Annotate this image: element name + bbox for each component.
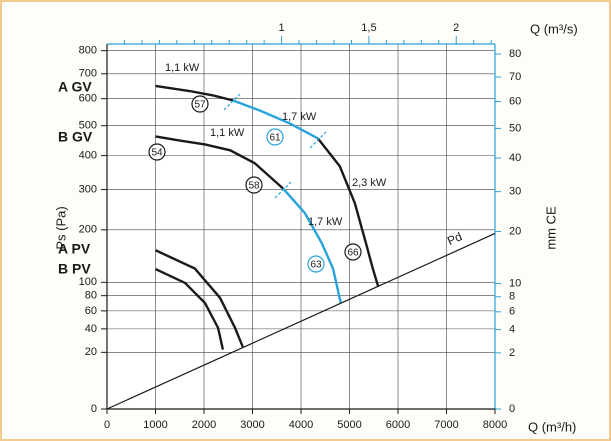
point-label: 57 xyxy=(194,100,206,111)
x2-tick-label: 1,5 xyxy=(361,22,376,34)
x-tick-label: 8000 xyxy=(483,419,507,431)
curve-label: B GV xyxy=(58,129,93,145)
point-circle xyxy=(307,255,325,273)
point-label: 54 xyxy=(151,148,163,159)
x2-axis-label: Q (m³/s) xyxy=(530,21,578,36)
y2-tick-label: 40 xyxy=(509,152,521,164)
x-tick-label: 2000 xyxy=(192,419,216,431)
curve-label: A PV xyxy=(58,241,91,257)
junction-dash xyxy=(223,93,241,111)
y2-tick-label: 2 xyxy=(509,347,515,359)
y2-tick-label: 8 xyxy=(509,291,515,303)
curve xyxy=(232,99,319,140)
y-tick-label: 100 xyxy=(79,276,97,288)
curve xyxy=(106,232,496,410)
curve xyxy=(154,267,225,350)
curve xyxy=(155,135,284,190)
point-circle xyxy=(245,176,263,194)
point-label: 58 xyxy=(248,181,260,192)
power-label: 1,7 kW xyxy=(308,216,343,228)
curve xyxy=(155,84,234,102)
x-axis-label: Q (m³/h) xyxy=(528,419,576,434)
curve-label: B PV xyxy=(58,261,91,277)
x-tick-label: 4000 xyxy=(289,419,313,431)
x-tick-label: 1000 xyxy=(143,419,167,431)
point-circle xyxy=(148,143,166,161)
y2-tick-label: 0 xyxy=(509,403,515,415)
point-label: 61 xyxy=(269,133,281,144)
x-tick-label: 7000 xyxy=(434,419,458,431)
y2-axis-label: mm CE xyxy=(543,206,558,250)
power-label: 1,1 kW xyxy=(165,62,200,74)
y-tick-label: 80 xyxy=(85,290,97,302)
x2-tick-label: 2 xyxy=(453,22,459,34)
y-tick-label: 500 xyxy=(79,120,97,132)
y2-tick-label: 20 xyxy=(509,225,521,237)
y-tick-label: 20 xyxy=(85,346,97,358)
y-tick-label: 60 xyxy=(85,305,97,317)
point-label: 66 xyxy=(347,248,359,259)
x-tick-label: 5000 xyxy=(337,419,361,431)
curve-label: A GV xyxy=(58,79,92,95)
y-tick-label: 0 xyxy=(91,403,97,415)
point-label: 63 xyxy=(310,260,322,271)
y2-tick-label: 70 xyxy=(509,71,521,83)
curve xyxy=(154,249,244,348)
point-circle xyxy=(344,243,362,261)
curve xyxy=(317,137,380,287)
y2-tick-label: 60 xyxy=(509,96,521,108)
y2-tick-label: 4 xyxy=(509,324,515,336)
junction-dash xyxy=(309,131,327,149)
x2-tick-label: 1 xyxy=(279,22,285,34)
y-tick-label: 800 xyxy=(79,45,97,57)
y2-tick-label: 30 xyxy=(509,186,521,198)
curve xyxy=(282,187,342,304)
point-circle xyxy=(266,128,284,146)
y-tick-label: 700 xyxy=(79,68,97,80)
y2-tick-label: 10 xyxy=(509,277,521,289)
y2-tick-label: 50 xyxy=(509,122,521,134)
power-label: 1,7 kW xyxy=(282,111,317,123)
x-tick-label: 0 xyxy=(104,419,110,431)
y2-tick-label: 6 xyxy=(509,306,515,318)
y2-tick-label: 80 xyxy=(509,48,521,60)
point-circle xyxy=(191,95,209,113)
x-tick-label: 3000 xyxy=(240,419,264,431)
x-tick-label: 6000 xyxy=(386,419,410,431)
power-label: 2,3 kW xyxy=(352,177,387,189)
power-label: 1,1 kW xyxy=(210,127,245,139)
y-axis-label: Ps (Pa) xyxy=(53,206,68,249)
y-tick-label: 400 xyxy=(79,150,97,162)
y-tick-label: 300 xyxy=(79,183,97,195)
junction-dash xyxy=(274,181,292,199)
pd-label: Pd xyxy=(445,229,464,248)
y-tick-label: 600 xyxy=(79,93,97,105)
y-tick-label: 40 xyxy=(85,323,97,335)
y-tick-label: 200 xyxy=(79,224,97,236)
